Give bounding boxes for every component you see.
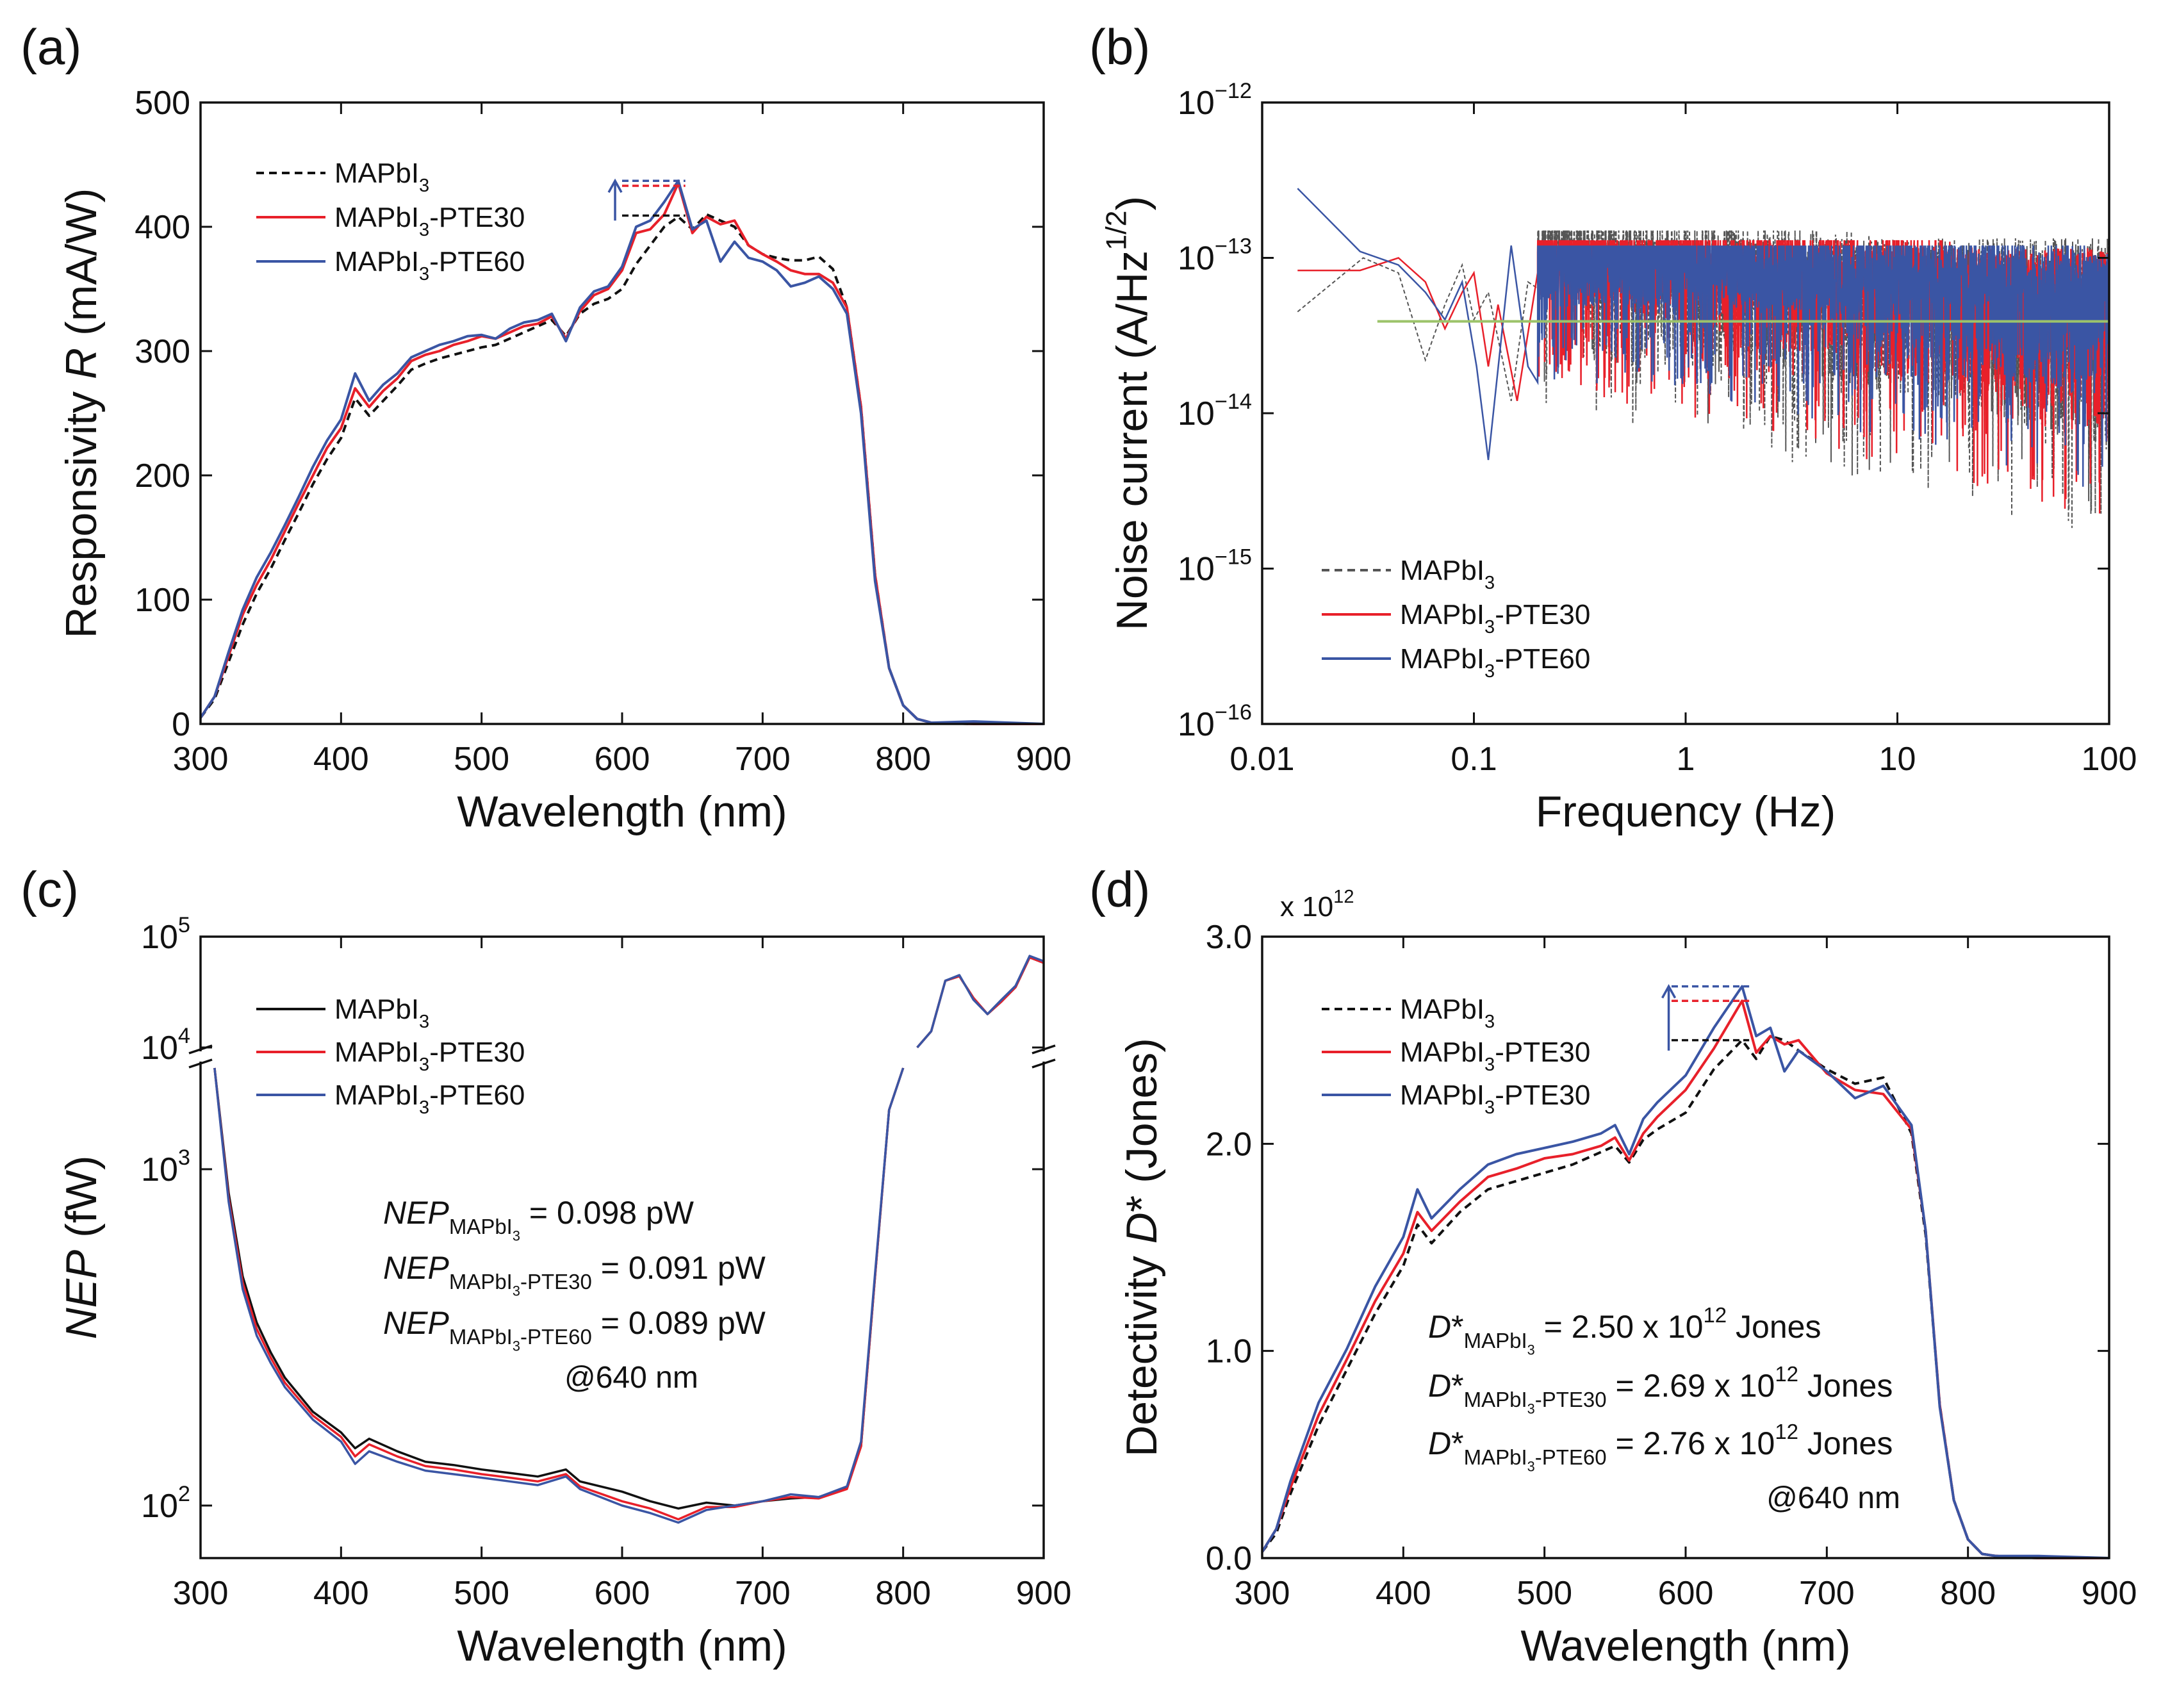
panel-c-x-axis-title: Wavelength (nm) [457, 1622, 787, 1670]
panel-c-y-axis-title: NEP (fW) [57, 1155, 106, 1339]
panel-b-x-tick-label: 0.01 [1229, 741, 1294, 778]
panel-d-x-axis-title: Wavelength (nm) [1520, 1622, 1850, 1670]
panel-d-legend-label: MAPbI3-PTE30 [1400, 1037, 1590, 1075]
panel-b-x-axis-title: Frequency (Hz) [1536, 787, 1836, 836]
panel-b-y-tick-label: 10−13 [1178, 234, 1252, 277]
panel-a-legend-label: MAPbI3-PTE30 [334, 202, 525, 240]
panel-c-x-tick-label: 900 [1016, 1575, 1072, 1612]
panel-c-axis-break-gap [1031, 1051, 1056, 1062]
panel-c-panel-label: (c) [21, 861, 79, 917]
panel-c-y-tick-label: 102 [141, 1482, 190, 1525]
panel-a-x-tick-label: 900 [1016, 741, 1072, 778]
panel-d-x-tick-label: 900 [2082, 1575, 2137, 1612]
panel-a-y-tick-label: 100 [135, 582, 190, 619]
panel-c-x-tick-label: 800 [875, 1575, 931, 1612]
panel-b-legend-label: MAPbI3-PTE30 [1400, 599, 1590, 637]
panel-b-y-axis-title: Noise current (A/Hz1/2) [1099, 196, 1156, 630]
panel-a-y-tick-label: 300 [135, 333, 190, 370]
panel-b-x-tick-label: 100 [2082, 741, 2137, 778]
panel-c-x-tick-label: 500 [454, 1575, 509, 1612]
panel-b-x-tick-label: 0.1 [1451, 741, 1497, 778]
panel-c-series-2 [916, 955, 1044, 1049]
panel-c-x-tick-label: 300 [173, 1575, 229, 1612]
panel-d-detectivity-annotation: D*MAPbI3-PTE60 = 2.76 x 1012 Jones [1428, 1420, 1893, 1475]
panel-a-legend-label: MAPbI3-PTE60 [334, 246, 525, 284]
panel-d-x-tick-label: 700 [1799, 1575, 1855, 1612]
panel-d-y-tick-label: 0.0 [1206, 1540, 1252, 1577]
panel-b-x-tick-label: 1 [1677, 741, 1695, 778]
panel-c-nep-annotation: NEPMAPbI3-PTE60 = 0.089 pW [383, 1305, 766, 1354]
panel-b-series-2 [1297, 188, 2109, 487]
panel-d-x-tick-label: 600 [1658, 1575, 1714, 1612]
panel-d-y-multiplier: x 1012 [1280, 887, 1354, 923]
panel-c-y-tick-label: 103 [141, 1146, 190, 1188]
panel-a-x-tick-label: 800 [875, 741, 931, 778]
panel-d-detectivity-annotation: D*MAPbI3-PTE30 = 2.69 x 1012 Jones [1428, 1362, 1893, 1417]
panel-b-y-tick-label: 10−15 [1178, 545, 1252, 588]
panel-a-x-tick-label: 400 [313, 741, 369, 778]
panel-a-y-tick-label: 200 [135, 457, 190, 495]
panel-c-wavelength-annotation: @640 nm [564, 1361, 698, 1395]
panel-d-detectivity-annotation: D*MAPbI3 = 2.50 x 1012 Jones [1428, 1303, 1821, 1358]
panel-a-legend-label: MAPbI3 [334, 158, 429, 196]
panel-d-x-tick-label: 800 [1940, 1575, 1996, 1612]
panel-a-x-axis-title: Wavelength (nm) [457, 787, 787, 836]
panel-d-y-tick-label: 3.0 [1206, 919, 1252, 956]
panel-c-y-tick-label: 105 [141, 913, 190, 956]
panel-d-series-2 [1261, 985, 2110, 1559]
panel-c-x-tick-label: 600 [595, 1575, 650, 1612]
panel-c-axis-break-mark-icon [1032, 1058, 1056, 1069]
panel-a-panel-label: (a) [21, 19, 81, 75]
panel-a-series-1 [199, 182, 1044, 725]
panel-a-x-tick-label: 600 [595, 741, 650, 778]
panel-c-legend-label: MAPbI3 [334, 994, 429, 1032]
panel-c-nep-annotation: NEPMAPbI3-PTE30 = 0.091 pW [383, 1250, 766, 1299]
panel-c-x-tick-label: 400 [313, 1575, 369, 1612]
panel-d-arrow-head-icon [1661, 983, 1677, 999]
panel-d-x-tick-label: 400 [1376, 1575, 1431, 1612]
panel-c-axis-break-mark-icon [188, 1058, 213, 1069]
panel-a-arrow-head-icon [607, 178, 623, 193]
panel-a-x-tick-label: 700 [735, 741, 791, 778]
panel-d-y-tick-label: 1.0 [1206, 1333, 1252, 1370]
panel-a-x-tick-label: 500 [454, 741, 509, 778]
panel-b-y-tick-label: 10−16 [1178, 700, 1252, 743]
panel-c-y-tick-label: 104 [141, 1024, 190, 1067]
panel-d-x-tick-label: 300 [1235, 1575, 1290, 1612]
panel-c-series-2 [213, 1067, 905, 1524]
panel-d-legend-label: MAPbI3-PTE30 [1400, 1080, 1590, 1118]
panel-a-x-tick-label: 300 [173, 741, 229, 778]
panel-d-y-tick-label: 2.0 [1206, 1126, 1252, 1163]
panel-b-x-tick-label: 10 [1879, 741, 1916, 778]
panel-a-y-tick-label: 500 [135, 85, 190, 122]
panel-d-x-tick-label: 500 [1517, 1575, 1572, 1612]
panel-c-x-tick-label: 700 [735, 1575, 791, 1612]
panel-c-nep-annotation: NEPMAPbI3 = 0.098 pW [383, 1195, 695, 1244]
panel-b-panel-label: (b) [1089, 19, 1150, 75]
panel-c-axis-break-mark-icon [1032, 1044, 1056, 1055]
panel-b-legend-label: MAPbI3-PTE60 [1400, 643, 1590, 682]
panel-b-y-tick-label: 10−14 [1178, 390, 1252, 432]
panel-c-legend-label: MAPbI3-PTE30 [334, 1037, 525, 1075]
panel-b-plot-area [1297, 188, 2109, 529]
panel-d-y-axis-title: Detectivity D* (Jones) [1117, 1038, 1166, 1457]
panel-a-y-tick-label: 400 [135, 209, 190, 246]
panel-c-legend-label: MAPbI3-PTE60 [334, 1080, 525, 1118]
panel-d-legend-label: MAPbI3 [1400, 994, 1495, 1032]
panel-a-series-2 [199, 179, 1044, 725]
panel-a-y-axis-title: Responsivity R (mA/W) [57, 188, 106, 639]
panel-b-y-tick-label: 10−12 [1178, 79, 1252, 122]
panel-c-axis-break-gap [188, 1051, 213, 1062]
panel-c-axis-break-gap [188, 1051, 1056, 1062]
panel-b-legend-label: MAPbI3 [1400, 555, 1495, 593]
panel-d-panel-label: (d) [1089, 861, 1150, 917]
panel-d-wavelength-annotation: @640 nm [1766, 1481, 1900, 1515]
panel-a-y-tick-label: 0 [172, 706, 190, 743]
panel-c-series-1 [213, 1067, 905, 1521]
panel-a-series-0 [199, 213, 1044, 725]
